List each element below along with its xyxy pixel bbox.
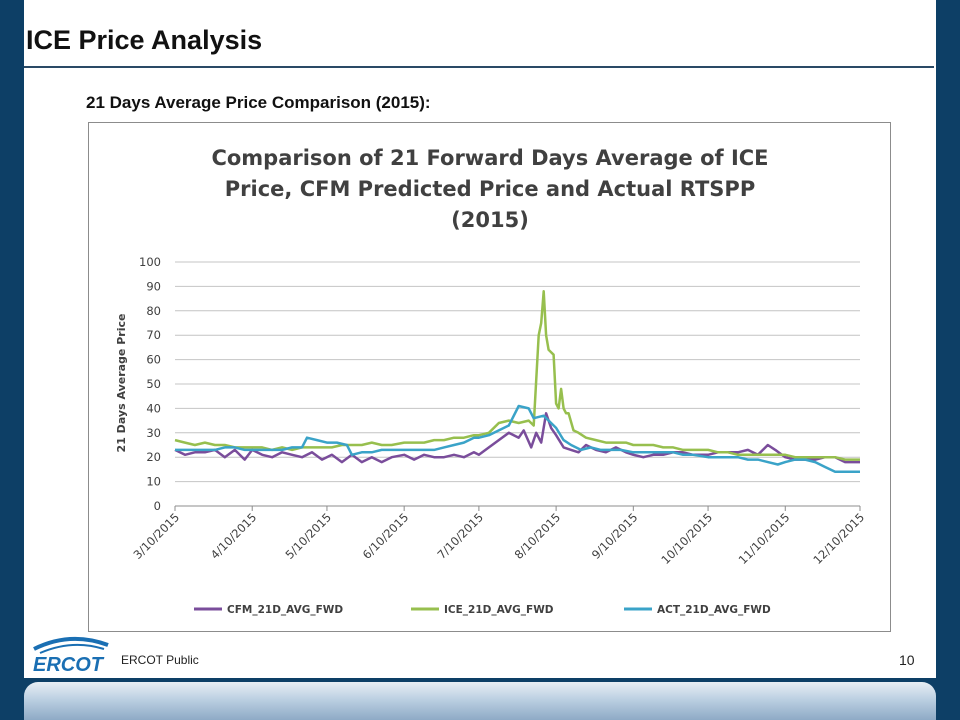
gridlines <box>174 261 861 511</box>
legend-label: CFM_21D_AVG_FWD <box>227 604 343 616</box>
chart-title-line: Price, CFM Predicted Price and Actual RT… <box>225 177 755 201</box>
page-number: 10 <box>899 652 915 668</box>
slide-title: ICE Price Analysis <box>26 25 263 55</box>
x-tick-label: 3/10/2015 <box>131 510 183 562</box>
ercot-logo: ERCOT <box>33 636 109 675</box>
x-tick-label: 8/10/2015 <box>512 510 564 562</box>
x-tick-label: 5/10/2015 <box>282 510 334 562</box>
chart-title-line: Comparison of 21 Forward Days Average of… <box>211 146 768 170</box>
legend-label: ICE_21D_AVG_FWD <box>444 604 554 616</box>
y-tick-label: 30 <box>146 426 161 440</box>
x-tick-label: 11/10/2015 <box>736 510 793 567</box>
series-lines <box>174 290 860 474</box>
footer-bar <box>24 682 936 720</box>
svg-text:ERCOT: ERCOT <box>33 654 105 675</box>
chart-frame: Comparison of 21 Forward Days Average of… <box>88 122 891 632</box>
y-axis-label: 21 Days Average Price <box>115 314 128 453</box>
y-tick-label: 40 <box>146 401 161 415</box>
footer-label: ERCOT Public <box>121 653 199 667</box>
y-tick-label: 70 <box>146 328 161 342</box>
x-tick-label: 9/10/2015 <box>589 510 641 562</box>
y-tick-label: 90 <box>146 279 161 293</box>
title-divider <box>24 66 934 68</box>
series-line-ice <box>174 290 860 461</box>
x-tick-label: 4/10/2015 <box>208 510 260 562</box>
y-tick-label: 10 <box>146 475 161 489</box>
slide-subtitle: 21 Days Average Price Comparison (2015): <box>86 93 431 112</box>
legend: CFM_21D_AVG_FWD ICE_21D_AVG_FWD ACT_21D_AV… <box>194 604 771 616</box>
x-tick-label: 10/10/2015 <box>658 510 715 567</box>
chart-title-line: (2015) <box>451 208 529 232</box>
y-tick-label: 80 <box>146 304 161 318</box>
x-axis-ticks: 3/10/2015 4/10/2015 5/10/2015 6/10/2015 7/10… <box>131 510 868 567</box>
y-tick-label: 0 <box>154 499 161 513</box>
y-tick-label: 20 <box>146 450 161 464</box>
series-line-act <box>175 404 860 474</box>
y-tick-label: 100 <box>139 255 161 269</box>
x-tick-label: 12/10/2015 <box>810 510 867 567</box>
series-line-cfm <box>174 412 860 464</box>
legend-label: ACT_21D_AVG_FWD <box>657 604 771 616</box>
chart-title: Comparison of 21 Forward Days Average of… <box>211 146 768 232</box>
line-chart: Comparison of 21 Forward Days Average of… <box>115 146 868 616</box>
x-tick-label: 7/10/2015 <box>434 510 486 562</box>
y-axis-ticks: 0 10 20 30 40 50 60 70 80 90 100 <box>139 255 161 513</box>
x-tick-label: 6/10/2015 <box>360 510 412 562</box>
y-tick-label: 50 <box>146 377 161 391</box>
y-tick-label: 60 <box>146 353 161 367</box>
